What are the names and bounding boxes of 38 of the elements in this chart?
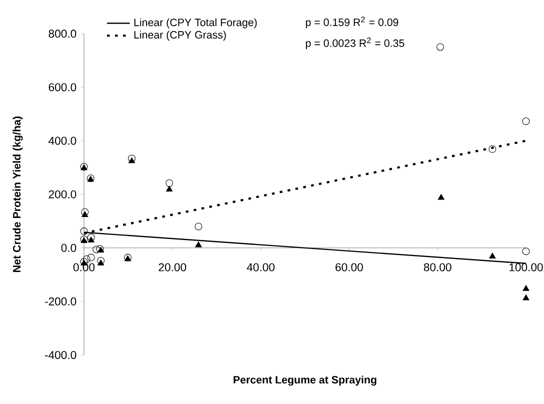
point [195,241,202,248]
point [80,228,88,236]
annotation: p = 0.0023 R$^{2}$ = 0.35 [306,38,404,50]
y-tick-label: 800.0 [48,30,76,38]
point [87,234,95,242]
text: p = 0.159 R$^{2}$ = 0.09 [306,16,398,28]
y-tick-label: 600.0 [48,83,76,92]
y-tick-label: -400.0 [44,350,76,359]
x-tick-label: 20.00 [158,263,186,272]
point [97,256,105,264]
x-tick-label: 80.00 [424,263,452,272]
y-tick-label: 0.0 [61,244,76,252]
x-tick-label: 60.00 [336,263,363,272]
point [87,254,95,262]
point [81,208,89,216]
point [438,194,444,200]
point [436,43,444,51]
point [522,248,530,256]
point [166,179,174,187]
legend-label: Linear (CPY Grass) [134,30,226,41]
point [489,252,496,258]
legend-label: Linear (CPY Total Forage) [134,18,257,28]
point [522,117,530,125]
x-tick-label: 100.00 [510,263,543,272]
x-tick-label: 40.00 [246,263,275,272]
point [522,294,530,300]
point [194,222,202,230]
y-axis-title: Net Crude Protein Yield (kg/ha) [12,116,23,272]
point [488,145,496,153]
y-tick-label: 400.0 [48,136,76,145]
point [522,285,530,291]
y-tick-label: -200.0 [44,297,76,306]
point [82,255,90,263]
point [166,186,173,192]
y-tick-label: 200.0 [48,190,76,198]
x-axis-title: Percent Legume at Spraying [234,376,376,386]
point [92,246,100,254]
point [128,154,136,162]
